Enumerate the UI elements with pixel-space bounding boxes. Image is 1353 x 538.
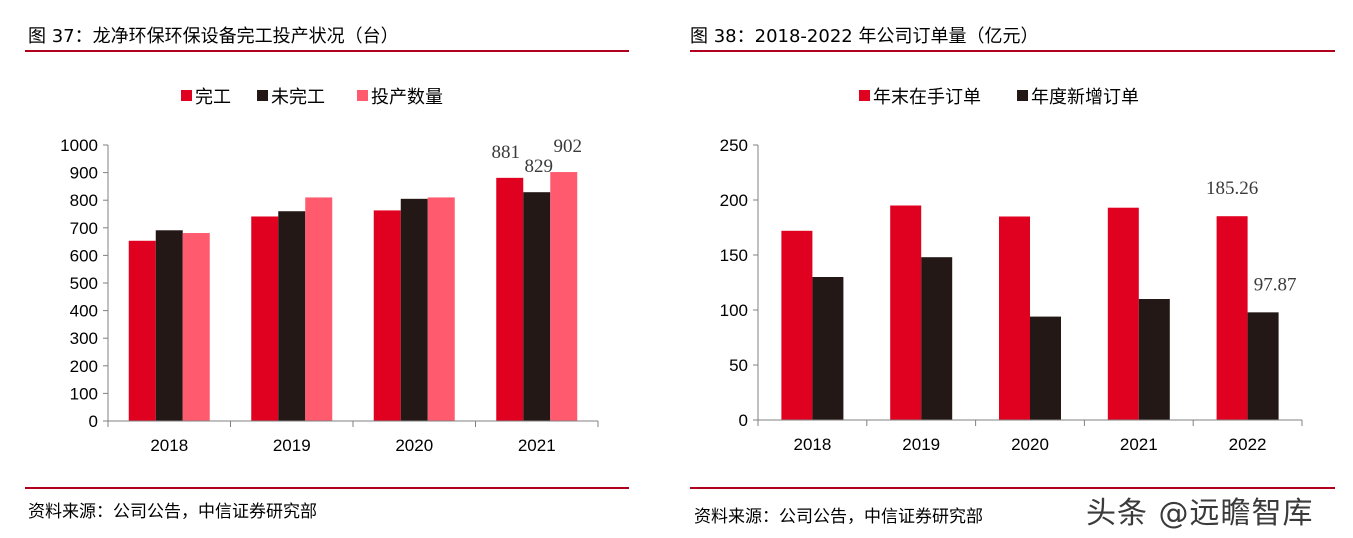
bar bbox=[921, 257, 953, 420]
x-tick-label: 2018 bbox=[793, 435, 831, 454]
bar bbox=[812, 277, 844, 420]
data-label: 881 bbox=[492, 142, 521, 163]
y-tick-label: 1000 bbox=[60, 136, 98, 155]
data-label: 97.87 bbox=[1254, 274, 1297, 295]
y-tick-label: 0 bbox=[89, 412, 98, 431]
bar bbox=[182, 233, 210, 421]
figure-38-source: 资料来源：公司公告，中信证券研究部 bbox=[694, 507, 983, 527]
x-tick-label: 2020 bbox=[1011, 435, 1049, 454]
bar bbox=[1247, 312, 1279, 420]
bar bbox=[1107, 207, 1139, 420]
y-tick-label: 150 bbox=[720, 246, 748, 265]
y-tick-label: 700 bbox=[70, 219, 98, 238]
y-tick-label: 300 bbox=[70, 329, 98, 348]
bar bbox=[278, 211, 306, 421]
bar bbox=[1216, 216, 1248, 420]
x-tick-label: 2021 bbox=[1120, 435, 1158, 454]
bar bbox=[781, 230, 813, 420]
y-tick-label: 800 bbox=[70, 191, 98, 210]
x-tick-label: 2021 bbox=[518, 436, 556, 455]
bar bbox=[305, 197, 333, 421]
title-divider bbox=[25, 50, 629, 52]
figure-37-source: 资料来源：公司公告，中信证券研究部 bbox=[28, 502, 317, 522]
y-tick-label: 250 bbox=[720, 136, 748, 155]
x-tick-label: 2019 bbox=[273, 436, 311, 455]
right-chart-panel: 图 38：2018-2022 年公司订单量（亿元） 年末在手订单 年度新增订单 20… bbox=[690, 0, 1353, 538]
bar bbox=[400, 198, 428, 421]
y-tick-label: 50 bbox=[729, 356, 748, 375]
equipment-completion-chart: 完工 未完工 投产数量 2018 2019 2020 2021 0 100 200 300 400 50… bbox=[60, 87, 599, 455]
legend-swatch bbox=[181, 90, 192, 101]
bar bbox=[496, 177, 524, 421]
y-tick-label: 100 bbox=[720, 301, 748, 320]
x-tick-label: 2020 bbox=[395, 436, 433, 455]
source-divider bbox=[25, 487, 629, 489]
bar bbox=[155, 230, 183, 421]
bar bbox=[1030, 316, 1061, 420]
data-label: 829 bbox=[525, 156, 554, 177]
order-volume-chart: 年末在手订单 年度新增订单 2018 2019 2020 2021 2022 0 50 100 15… bbox=[720, 87, 1303, 454]
bar bbox=[1138, 299, 1170, 420]
y-tick-label: 900 bbox=[70, 164, 98, 183]
bar bbox=[251, 216, 279, 421]
y-tick-label: 200 bbox=[70, 357, 98, 376]
legend-label: 年末在手订单 bbox=[873, 87, 981, 108]
legend-swatch bbox=[1017, 90, 1028, 101]
legend-label: 投产数量 bbox=[371, 87, 443, 108]
bar bbox=[523, 192, 551, 421]
legend-label: 未完工 bbox=[271, 87, 325, 108]
legend-label: 年度新增订单 bbox=[1031, 87, 1139, 108]
bar bbox=[373, 210, 401, 421]
x-tick-label: 2022 bbox=[1229, 435, 1267, 454]
y-tick-label: 100 bbox=[70, 384, 98, 403]
y-tick-label: 200 bbox=[720, 191, 748, 210]
bar bbox=[427, 197, 455, 421]
data-label: 902 bbox=[554, 136, 583, 157]
x-tick-label: 2019 bbox=[902, 435, 940, 454]
data-label: 185.26 bbox=[1206, 178, 1258, 199]
y-tick-label: 0 bbox=[739, 411, 748, 430]
legend-label: 完工 bbox=[195, 87, 231, 108]
legend-swatch bbox=[357, 90, 368, 101]
y-tick-label: 600 bbox=[70, 246, 98, 265]
title-divider bbox=[690, 50, 1335, 52]
legend-swatch bbox=[859, 90, 870, 101]
bar bbox=[999, 216, 1030, 420]
left-chart-panel: 图 37：龙净环保环保设备完工投产状况（台） 完工 未完工 投产数量 2018 2019… bbox=[0, 0, 640, 538]
y-tick-label: 500 bbox=[70, 274, 98, 293]
legend-swatch bbox=[257, 90, 268, 101]
bar bbox=[550, 172, 578, 421]
figure-37-title: 图 37：龙净环保环保设备完工投产状况（台） bbox=[28, 26, 399, 47]
source-divider bbox=[690, 487, 1335, 489]
watermark: 头条 @远瞻智库 bbox=[1086, 496, 1314, 531]
bar bbox=[890, 205, 922, 420]
x-tick-label: 2018 bbox=[150, 436, 188, 455]
bar bbox=[128, 240, 156, 421]
y-tick-label: 400 bbox=[70, 302, 98, 321]
figure-38-title: 图 38：2018-2022 年公司订单量（亿元） bbox=[690, 26, 1039, 47]
